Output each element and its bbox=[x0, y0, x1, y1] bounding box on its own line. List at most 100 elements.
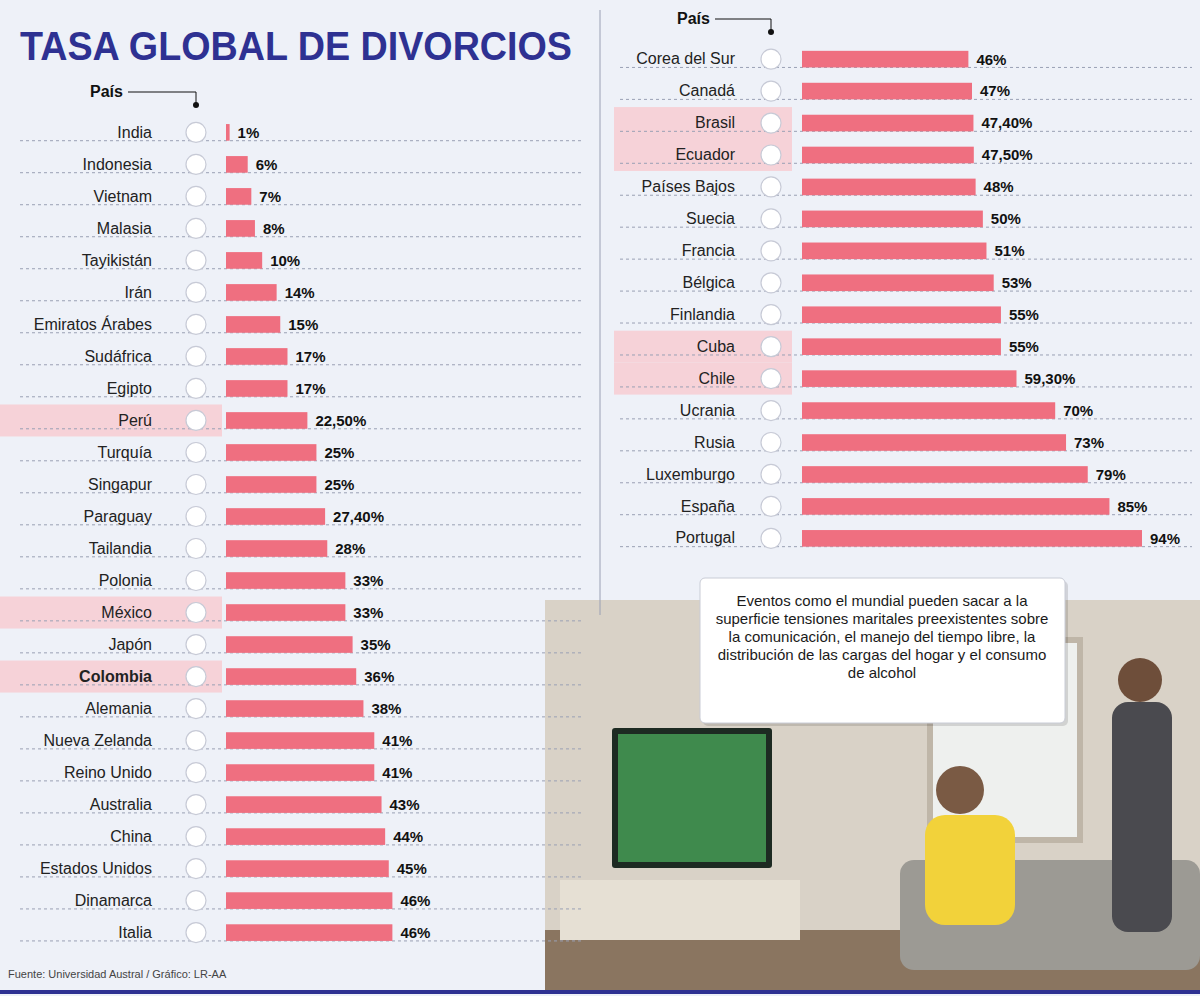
column: PaísIndiaIndonesiaVietnamMalasiaTayikist… bbox=[0, 83, 582, 943]
flag-icon bbox=[761, 369, 781, 389]
flag-icon bbox=[186, 699, 206, 719]
tick-label: Ecuador bbox=[675, 146, 735, 163]
axis-title: País bbox=[677, 10, 710, 27]
flag-icon bbox=[186, 539, 206, 559]
tick: India bbox=[117, 124, 152, 141]
bar bbox=[802, 530, 1142, 547]
tick-label: Sudáfrica bbox=[84, 348, 152, 365]
flag-icon bbox=[761, 113, 781, 133]
tick-label: Corea del Sur bbox=[636, 50, 735, 67]
tick: Corea del Sur bbox=[636, 50, 735, 67]
tick: Tayikistán bbox=[82, 252, 152, 269]
header-connector bbox=[715, 19, 771, 30]
data-label: 59,30% bbox=[1024, 370, 1075, 387]
tick: España bbox=[681, 498, 735, 515]
flag-icon bbox=[761, 433, 781, 453]
tick-label: Canadá bbox=[679, 82, 735, 99]
row-highlight bbox=[614, 107, 792, 139]
flag-icon bbox=[761, 177, 781, 197]
bar bbox=[802, 115, 973, 132]
tick-label: Japón bbox=[108, 636, 152, 653]
tick-label: Singapur bbox=[88, 476, 153, 493]
flag-icon bbox=[761, 496, 781, 516]
row-highlight bbox=[614, 139, 792, 171]
tick-label: España bbox=[681, 498, 735, 515]
flag-icon bbox=[186, 442, 206, 462]
tick-label: Alemania bbox=[85, 700, 152, 717]
flag-icon bbox=[186, 603, 206, 623]
data-label: 46% bbox=[400, 892, 430, 909]
tick-label: Suecia bbox=[686, 210, 735, 227]
flag-icon bbox=[186, 571, 206, 591]
data-label: 44% bbox=[393, 828, 423, 845]
tick: Italia bbox=[118, 924, 152, 941]
data-label: 14% bbox=[285, 284, 315, 301]
tick-label: Italia bbox=[118, 924, 152, 941]
flag-icon bbox=[761, 528, 781, 548]
data-label: 28% bbox=[335, 540, 365, 557]
bars bbox=[226, 124, 392, 941]
bar bbox=[802, 434, 1066, 451]
annotation-box bbox=[700, 578, 1065, 723]
tick: México bbox=[101, 604, 152, 621]
bar bbox=[226, 764, 374, 781]
data-label: 43% bbox=[390, 796, 420, 813]
tick-label: Cuba bbox=[697, 338, 735, 355]
tick: Japón bbox=[108, 636, 152, 653]
bar bbox=[802, 243, 986, 260]
data-label: 8% bbox=[263, 220, 285, 237]
tick-label: Países Bajos bbox=[642, 178, 735, 195]
row-highlight bbox=[0, 404, 222, 436]
row-highlight bbox=[614, 363, 792, 395]
data-label: 7% bbox=[259, 188, 281, 205]
bar bbox=[226, 668, 356, 685]
data-label: 41% bbox=[382, 764, 412, 781]
y-axis: IndiaIndonesiaVietnamMalasiaTayikistánIr… bbox=[34, 124, 153, 941]
column: PaísCorea del SurCanadáBrasilEcuadorPaís… bbox=[614, 10, 1192, 548]
tick-label: Nueva Zelanda bbox=[43, 732, 152, 749]
flag-icon bbox=[186, 346, 206, 366]
bar bbox=[226, 508, 325, 525]
bottom-rule bbox=[0, 990, 1200, 994]
data-label: 73% bbox=[1074, 434, 1104, 451]
data-label: 55% bbox=[1009, 338, 1039, 355]
flag-icon bbox=[761, 337, 781, 357]
tick-label: Malasia bbox=[97, 220, 152, 237]
tick: Colombia bbox=[79, 668, 152, 685]
tick: Polonia bbox=[99, 572, 152, 589]
row-highlight bbox=[0, 597, 222, 629]
tick: Ucrania bbox=[680, 402, 735, 419]
data-label: 45% bbox=[397, 860, 427, 877]
flag-icon bbox=[186, 795, 206, 815]
tick: Canadá bbox=[679, 82, 735, 99]
bar bbox=[802, 83, 972, 100]
flag-icon bbox=[186, 731, 206, 751]
tick: Rusia bbox=[694, 434, 735, 451]
data-label: 15% bbox=[288, 316, 318, 333]
bar bbox=[802, 211, 983, 228]
tick: Australia bbox=[90, 796, 152, 813]
tick: Turquía bbox=[97, 444, 152, 461]
flag-icon bbox=[186, 154, 206, 174]
annotation: Eventos como el mundial pueden sacar a l… bbox=[700, 578, 1068, 726]
data-label: 46% bbox=[400, 924, 430, 941]
bar bbox=[226, 828, 385, 845]
tick-label: Finlandia bbox=[670, 306, 735, 323]
tick: Bélgica bbox=[683, 274, 736, 291]
scene-tv-screen bbox=[618, 734, 766, 862]
tick: Irán bbox=[124, 284, 152, 301]
flag-icon bbox=[186, 763, 206, 783]
tick: Alemania bbox=[85, 700, 152, 717]
data-label: 47% bbox=[980, 82, 1010, 99]
flag-icon bbox=[186, 667, 206, 687]
tick-label: India bbox=[117, 124, 152, 141]
background bbox=[0, 0, 1200, 996]
bar bbox=[802, 402, 1055, 419]
bar bbox=[226, 700, 363, 717]
scene-cabinet bbox=[560, 880, 800, 940]
bar bbox=[226, 412, 307, 429]
flag-icon bbox=[761, 305, 781, 325]
header-dot bbox=[768, 29, 774, 35]
tick: Chile bbox=[699, 370, 736, 387]
bar bbox=[226, 892, 392, 909]
